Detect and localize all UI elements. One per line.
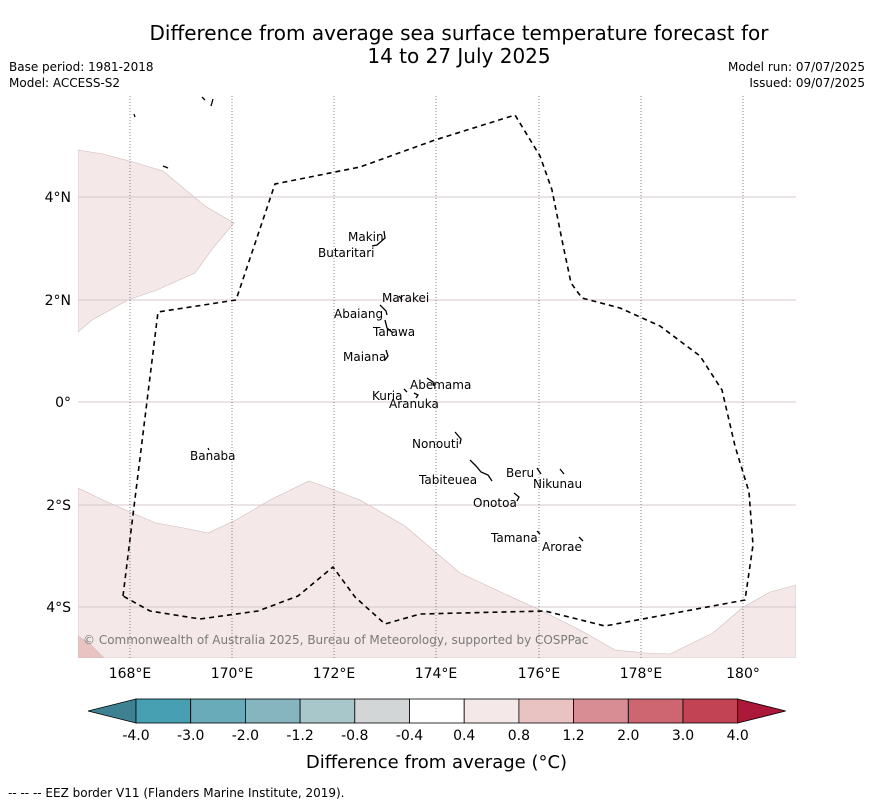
lon-label-176e: 176°E (518, 666, 561, 682)
lon-label-180: 180° (726, 666, 760, 682)
colorbar-tick-label: -1.2 (286, 728, 313, 744)
colorbar-cell-6 (409, 698, 465, 724)
island-label-beru: Beru (506, 466, 534, 480)
island-shape-abaiang (379, 304, 388, 316)
island-label-makin: Makin (348, 230, 384, 244)
longitude-grid (129, 96, 744, 658)
colorbar-tick-label: 4.0 (727, 728, 749, 744)
colorbar-tick-label: 2.0 (617, 728, 639, 744)
island-label-aranuka: Aranuka (389, 397, 439, 411)
model-name: Model: ACCESS-S2 (9, 76, 121, 90)
colorbar-tick-label: 1.2 (562, 728, 584, 744)
copyright-notice: © Commonwealth of Australia 2025, Bureau… (83, 633, 588, 647)
colorbar-cell-2 (190, 698, 246, 724)
island-label-abaiang: Abaiang (334, 307, 383, 321)
lat-label-4s: 4°S (46, 600, 71, 616)
island-label-nikunau: Nikunau (533, 477, 582, 491)
colorbar-cell-7 (463, 698, 520, 724)
island-shape-maiana (384, 349, 389, 361)
island-shape-kuria-aranuka (403, 388, 419, 399)
island-shape-nonouti (454, 431, 462, 445)
island-shape-marakei (398, 295, 403, 301)
latitude-grid (78, 196, 796, 608)
colorbar-cell-5 (354, 698, 410, 724)
colorbar-tick-label: -4.0 (122, 728, 149, 744)
island-shape-north-3 (162, 165, 169, 169)
island-shape-north-1 (201, 96, 214, 107)
lon-label-172e: 172°E (313, 666, 356, 682)
title-line-2: 14 to 27 July 2025 (367, 44, 551, 68)
colorbar-tick-label: -2.0 (232, 728, 259, 744)
colorbar-cell-1 (135, 698, 192, 724)
lat-label-0: 0° (55, 395, 71, 411)
lat-label-2n: 2°N (45, 293, 71, 309)
lon-label-168e: 168°E (109, 666, 152, 682)
issued-date: Issued: 09/07/2025 (749, 76, 865, 90)
island-label-tamana: Tamana (490, 531, 538, 545)
island-shape-onotoa (513, 492, 520, 502)
island-shape-tabiteuea (469, 459, 493, 482)
island-label-nonouti: Nonouti (412, 437, 459, 451)
colorbar-cell-11 (682, 698, 739, 724)
title-line-1: Difference from average sea surface temp… (149, 21, 769, 45)
colorbar-cell-4 (299, 698, 356, 724)
colorbar-cells (87, 698, 786, 724)
colorbar-ticks: -4.0 -3.0 -2.0 -1.2 -0.8 -0.4 0.4 0.8 1.2 2.0 3.0 4… (122, 728, 748, 744)
island-shape-makin-butaritari (371, 230, 386, 247)
island-labels: Makin Butaritari Marakei Abaiang Tarawa … (190, 230, 582, 554)
island-shape-tarawa (384, 319, 394, 334)
island-outlines (133, 96, 584, 542)
lon-label-178e: 178°E (620, 666, 663, 682)
island-shape-arorae (578, 536, 584, 542)
island-shape-north-2 (133, 113, 136, 118)
lon-label-170e: 170°E (211, 666, 254, 682)
colorbar-tick-label: 3.0 (672, 728, 694, 744)
warm-anomaly-region-south (78, 480, 796, 658)
map-area: Makin Butaritari Marakei Abaiang Tarawa … (78, 96, 796, 658)
island-shape-beru (536, 467, 542, 475)
island-label-arorae: Arorae (542, 540, 582, 554)
colorbar-cell-3 (244, 698, 301, 724)
lat-label-2s: 2°S (46, 498, 71, 514)
island-label-butaritari: Butaritari (318, 246, 375, 260)
island-label-tarawa: Tarawa (372, 325, 415, 339)
colorbar-extend-low (87, 698, 137, 724)
model-run: Model run: 07/07/2025 (727, 60, 865, 74)
island-label-abemama: Abemama (410, 378, 471, 392)
eez-border (122, 114, 754, 627)
island-shape-abemama (426, 377, 435, 387)
island-shape-banaba (207, 447, 210, 451)
island-shape-nikunau (559, 468, 565, 475)
base-period: Base period: 1981-2018 (9, 60, 154, 74)
lat-label-4n: 4°N (45, 190, 71, 206)
colorbar-cell-9 (573, 698, 629, 724)
colorbar-cell-8 (518, 698, 575, 724)
island-label-banaba: Banaba (190, 449, 236, 463)
island-label-onotoa: Onotoa (473, 496, 517, 510)
longitude-labels: 168°E 170°E 172°E 174°E 176°E 178°E 180° (109, 666, 760, 682)
colorbar-extend-high (737, 698, 786, 724)
lon-label-174e: 174°E (415, 666, 458, 682)
island-label-kuria: Kuria (372, 389, 403, 403)
island-label-marakei: Marakei (382, 291, 429, 305)
colorbar-tick-label: -0.4 (396, 728, 423, 744)
colorbar-tick-label: -0.8 (341, 728, 368, 744)
island-shape-tamana (536, 530, 541, 535)
colorbar-tick-label: 0.4 (453, 728, 475, 744)
colorbar-tick-label: -3.0 (177, 728, 204, 744)
colorbar-title: Difference from average (°C) (305, 752, 568, 773)
warm-anomaly-region-southwest-corner (78, 635, 105, 658)
island-label-tabiteuea: Tabiteuea (418, 473, 477, 487)
map-title: Difference from average sea surface temp… (0, 22, 873, 68)
colorbar: -4.0 -3.0 -2.0 -1.2 -0.8 -0.4 0.4 0.8 1.2 2.0 3.0 4… (87, 698, 786, 744)
eez-legend-footnote: -- -- -- EEZ border V11 (Flanders Marine… (8, 786, 345, 800)
warm-anomaly-region-northwest (78, 149, 235, 333)
latitude-labels: 4°N 2°N 0° 2°S 4°S (45, 190, 72, 616)
island-label-maiana: Maiana (343, 350, 386, 364)
colorbar-tick-label: 0.8 (508, 728, 530, 744)
colorbar-cell-10 (627, 698, 684, 724)
